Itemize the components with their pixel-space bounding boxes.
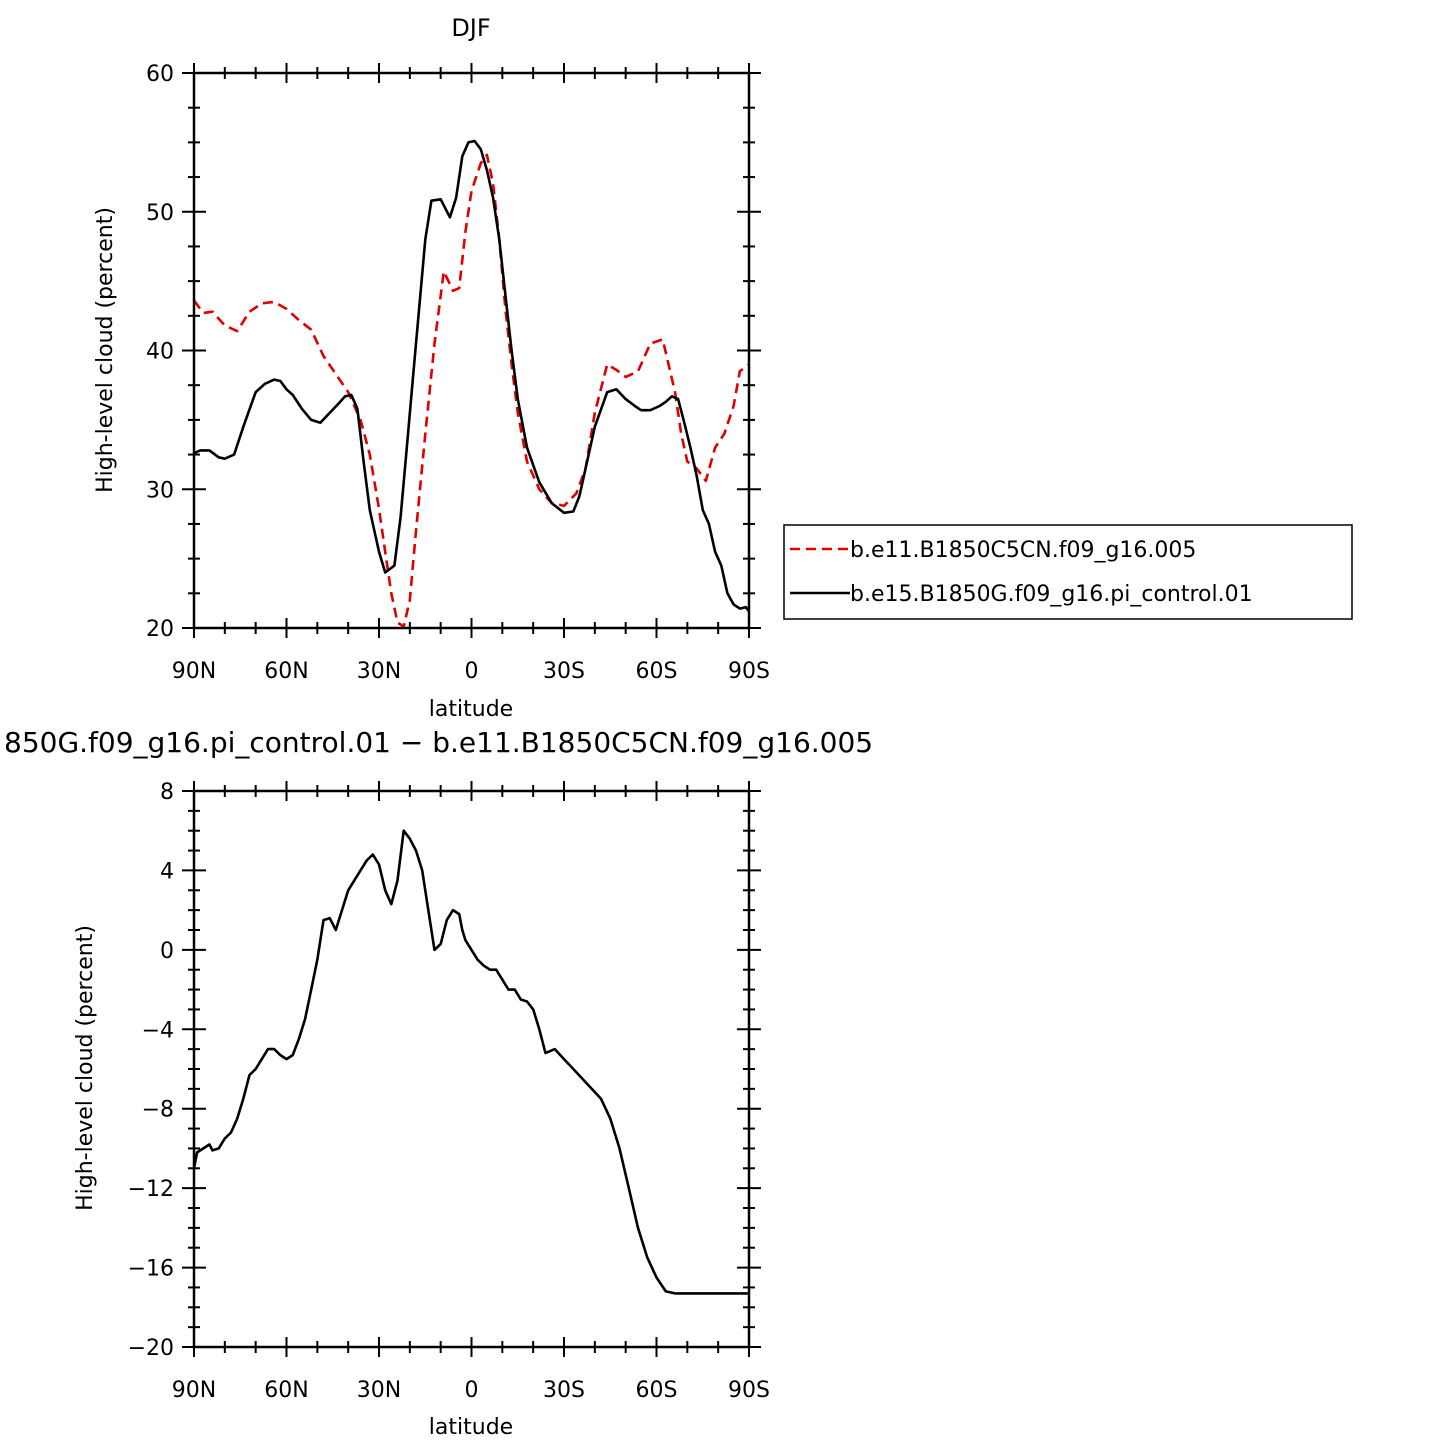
x-tick-label: 90N <box>172 1378 216 1403</box>
series-line-1 <box>192 829 749 1295</box>
y-tick-label: 40 <box>146 340 174 365</box>
x-tick-label: 30N <box>357 659 401 684</box>
series-line-1 <box>192 153 750 628</box>
y-tick-label: −20 <box>128 1336 174 1361</box>
top-chart-frame <box>192 71 751 630</box>
top-chart-panel: DJF 90N 60N 30N 0 30S 60S 90S 20 30 40 50 60 latitu… <box>93 14 770 722</box>
y-tick-label: 8 <box>160 780 174 805</box>
top-chart-ylabel: High-level cloud (percent) <box>93 207 118 493</box>
y-tick-label: 30 <box>146 478 174 503</box>
x-tick-label: 30S <box>543 659 585 684</box>
y-tick-label: 0 <box>160 939 174 964</box>
x-tick-label: 30S <box>543 1378 585 1403</box>
y-tick-label: −12 <box>128 1177 174 1202</box>
y-tick-label: 20 <box>146 617 174 642</box>
legend-label-series-1: b.e11.B1850C5CN.f09_g16.005 <box>850 538 1196 563</box>
bottom-chart-xlabel: latitude <box>429 1415 513 1440</box>
y-tick-label: 4 <box>160 859 174 884</box>
y-tick-label: −16 <box>128 1257 174 1282</box>
x-tick-label: 0 <box>465 659 479 684</box>
top-chart-xlabel: latitude <box>429 697 513 722</box>
bottom-chart-frame <box>192 789 751 1349</box>
legend-label-series-2: b.e15.B1850G.f09_g16.pi_control.01 <box>850 582 1253 607</box>
y-tick-label: −8 <box>142 1098 174 1123</box>
x-tick-label: 60N <box>264 659 308 684</box>
x-tick-label: 60N <box>264 1378 308 1403</box>
bottom-chart-title: 850G.f09_g16.pi_control.01 − b.e11.B1850… <box>4 726 873 759</box>
x-tick-label: 30N <box>357 1378 401 1403</box>
y-tick-label: 50 <box>146 201 174 226</box>
series-line-2 <box>193 139 751 613</box>
bottom-chart-panel: 850G.f09_g16.pi_control.01 − b.e11.B1850… <box>4 726 873 1440</box>
bottom-chart-ylabel: High-level cloud (percent) <box>73 925 98 1211</box>
x-tick-label: 90S <box>728 659 770 684</box>
top-chart-title: DJF <box>451 14 490 42</box>
x-tick-label: 90S <box>728 1378 770 1403</box>
x-tick-label: 60S <box>636 1378 678 1403</box>
x-tick-label: 0 <box>465 1378 479 1403</box>
legend: b.e11.B1850C5CN.f09_g16.005 b.e15.B1850G… <box>783 524 1353 620</box>
legend-box <box>783 524 1353 620</box>
y-tick-label: −4 <box>142 1018 174 1043</box>
x-tick-label: 90N <box>172 659 216 684</box>
y-tick-label: 60 <box>146 62 174 87</box>
x-tick-label: 60S <box>636 659 678 684</box>
